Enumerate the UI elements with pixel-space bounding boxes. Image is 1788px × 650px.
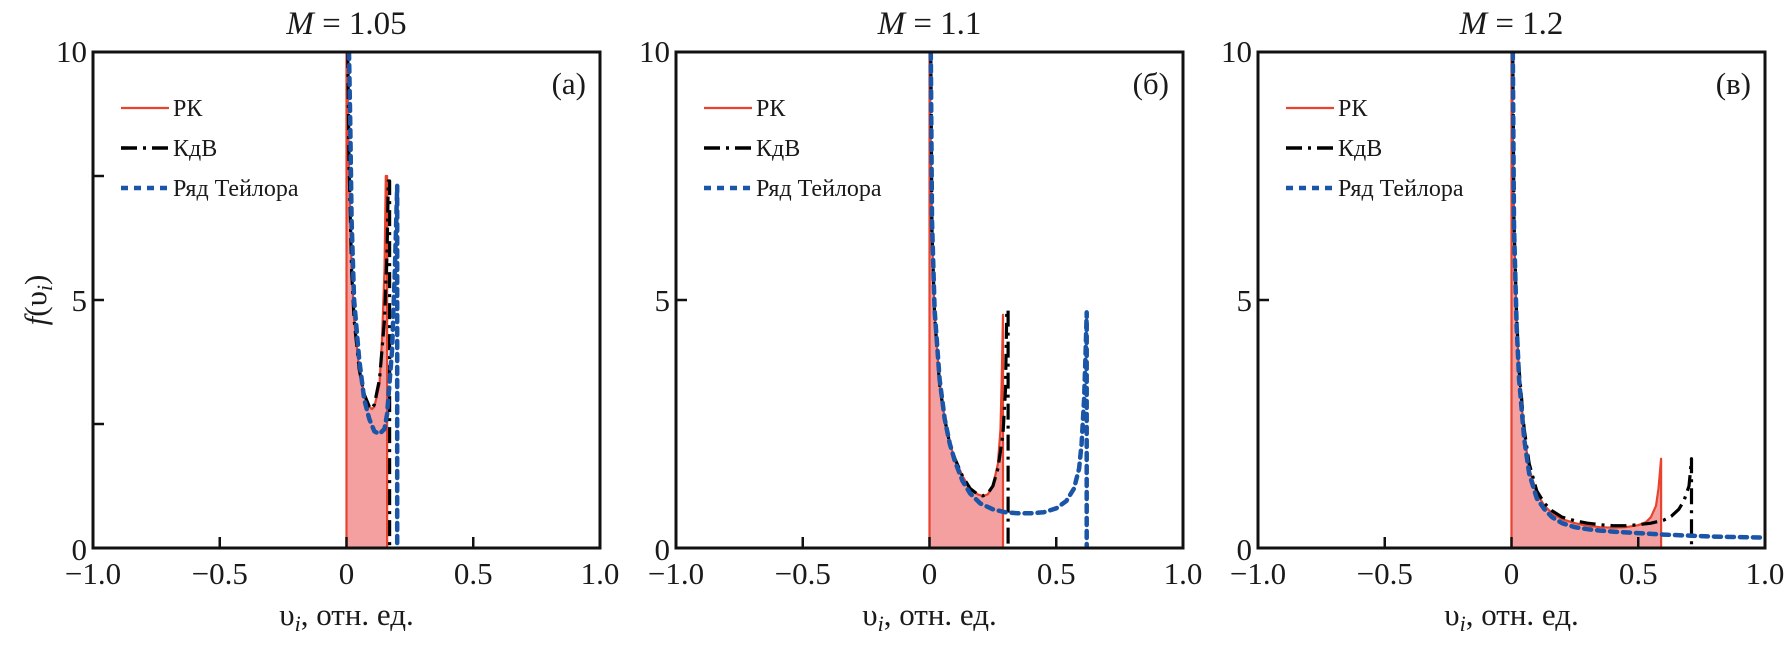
legend-label: КдВ (1338, 136, 1382, 162)
y-tick-label: 5 (72, 283, 88, 318)
x-tick-label: 0 (1504, 556, 1520, 591)
x-tick-label: −0.5 (1357, 556, 1413, 591)
title-value: = 1.2 (1487, 6, 1563, 42)
x-axis-label-sub: i (878, 611, 884, 636)
legend-label: РК (1338, 96, 1368, 122)
x-axis-label: υi, отн. ед. (862, 597, 997, 636)
rk-fill-area (1511, 52, 1662, 548)
x-axis-label: υi, отн. ед. (279, 597, 414, 636)
x-tick-label: −0.5 (192, 556, 248, 591)
y-tick-label: 0 (72, 532, 88, 567)
series-line-taylor (1510, 52, 1765, 540)
panel-title: M = 1.05 (285, 6, 406, 42)
title-value: = 1.05 (314, 6, 407, 42)
x-tick-label: −1.0 (1230, 556, 1286, 591)
x-axis-label-sub: i (295, 611, 301, 636)
x-axis-label-unit: , отн. ед. (301, 597, 414, 632)
legend: РК КдВ Ряд Тейлора (1286, 96, 1464, 202)
y-axis-label: f(υi) (18, 275, 57, 326)
panel-title: M = 1.1 (877, 6, 982, 42)
y-tick-label: 10 (639, 34, 670, 69)
panel-tag: (в) (1716, 66, 1751, 101)
x-tick-label: 0.5 (1619, 556, 1658, 591)
rk-fill-area (346, 52, 388, 548)
title-variable: M (877, 6, 907, 42)
series-line-taylor (928, 52, 1089, 548)
x-tick-label: 0 (922, 556, 938, 591)
x-tick-label: 1.0 (581, 556, 620, 591)
x-tick-label: 1.0 (1746, 556, 1785, 591)
x-axis-label-unit: , отн. ед. (1466, 597, 1579, 632)
x-axis-label-var: υ (1444, 597, 1459, 632)
x-tick-label: −1.0 (648, 556, 704, 591)
legend: РК КдВ Ряд Тейлора (121, 96, 299, 202)
x-axis-label-sub: i (1460, 611, 1466, 636)
panel-tag: (a) (552, 66, 586, 101)
legend-label: КдВ (756, 136, 800, 162)
x-axis-label-unit: , отн. ед. (884, 597, 997, 632)
legend-label: РК (173, 96, 203, 122)
title-value: = 1.1 (905, 6, 981, 42)
plot-area (928, 52, 1089, 548)
panel-b: M = 1.1 −1.0 −0.5 0 0.5 1.0 0 5 10 (б) РК КдВ Ряд Те… (639, 6, 1202, 636)
x-axis-label-var: υ (279, 597, 294, 632)
y-tick-label: 10 (56, 34, 87, 69)
title-variable: M (285, 6, 315, 42)
panel-c: M = 1.2 −1.0 −0.5 0 0.5 1.0 0 5 10 (в) РК КдВ Ряд Те… (1221, 6, 1784, 636)
y-tick-label: 10 (1221, 34, 1252, 69)
legend-label: РК (756, 96, 786, 122)
y-tick-label: 0 (1237, 532, 1253, 567)
rk-fill-area (929, 52, 1003, 548)
legend-label: Ряд Тейлора (1338, 176, 1464, 202)
panel-title: M = 1.2 (1459, 6, 1564, 42)
series-line-taylor (346, 52, 400, 548)
x-tick-label: 0.5 (454, 556, 493, 591)
legend: РК КдВ Ряд Тейлора (704, 96, 882, 202)
x-tick-label: 0.5 (1037, 556, 1076, 591)
y-tick-label: 5 (1237, 283, 1253, 318)
x-axis-label-var: υ (862, 597, 877, 632)
panel-tag: (б) (1133, 66, 1169, 101)
legend-label: Ряд Тейлора (173, 176, 299, 202)
series-line-kdv (346, 52, 392, 548)
series-line-rk (1510, 52, 1663, 548)
y-tick-label: 0 (655, 532, 671, 567)
y-axis-label-open: (υ (18, 291, 53, 317)
series-line-kdv (1511, 52, 1694, 548)
legend-label: Ряд Тейлора (756, 176, 882, 202)
x-tick-label: −1.0 (65, 556, 121, 591)
title-variable: M (1459, 6, 1489, 42)
y-axis-label-close: ) (18, 275, 53, 285)
x-axis-label: υi, отн. ед. (1444, 597, 1579, 636)
panel-a: M = 1.05 −1.0 −0.5 0 0.5 1.0 0 5 10 (a) РК КдВ Ряд Т… (56, 6, 619, 636)
plot-area (345, 52, 400, 548)
x-tick-label: 0 (339, 556, 355, 591)
x-tick-label: −0.5 (775, 556, 831, 591)
plot-area (1510, 52, 1765, 548)
legend-label: КдВ (173, 136, 217, 162)
x-tick-label: 1.0 (1164, 556, 1203, 591)
y-axis-label-sub: i (32, 285, 57, 291)
y-tick-label: 5 (655, 283, 671, 318)
